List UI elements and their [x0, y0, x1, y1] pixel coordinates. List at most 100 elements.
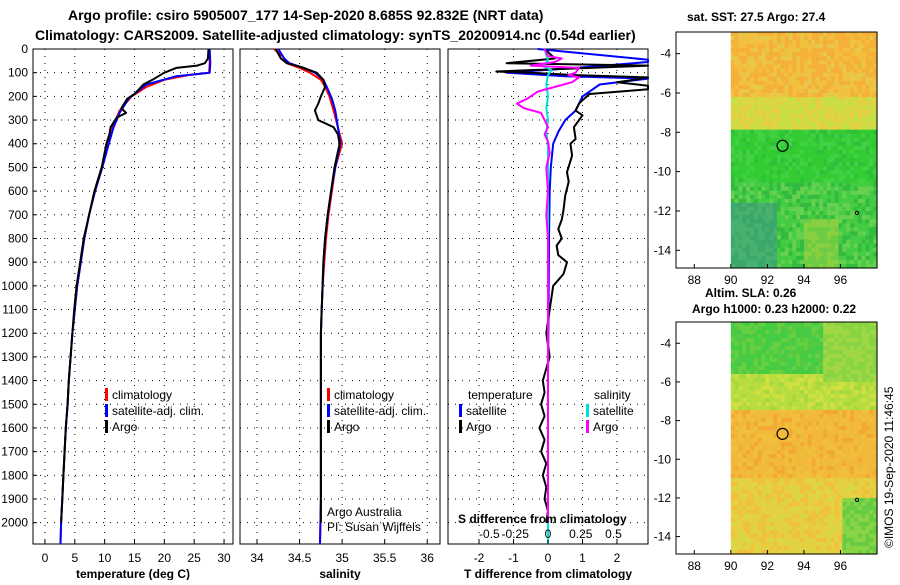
map-cell: [753, 97, 759, 102]
map-cell: [742, 394, 747, 399]
map-cell: [869, 454, 874, 459]
map-cell: [800, 259, 805, 265]
map-cell: [865, 117, 870, 123]
map-cell: [780, 342, 786, 347]
map-cell: [853, 422, 859, 427]
map-cell: [826, 398, 832, 403]
map-cell: [830, 450, 836, 455]
map-cell: [784, 227, 790, 232]
map-cell: [857, 366, 863, 371]
map-cell: [869, 474, 874, 479]
map-cell: [753, 231, 759, 237]
map-cell: [838, 446, 843, 451]
map-cell: [742, 48, 747, 53]
map-cell: [830, 418, 836, 423]
map-cell: [842, 366, 847, 371]
map-cell: [738, 137, 743, 143]
map-cell: [838, 154, 843, 159]
map-cell: [734, 101, 740, 106]
map-cell: [865, 442, 870, 447]
map-cell: [761, 68, 767, 74]
map-cell: [826, 113, 832, 119]
map-cell: [861, 109, 867, 114]
map-cell: [788, 494, 793, 499]
map-cell: [826, 141, 832, 147]
map-cell: [873, 490, 878, 495]
map-cell: [788, 235, 793, 241]
map-cell: [730, 462, 736, 467]
map-cell: [819, 334, 824, 339]
map-cell: [838, 186, 843, 192]
map-cell: [819, 129, 824, 135]
map-cell: [765, 338, 770, 343]
map-cell: [853, 406, 859, 411]
map-cell: [846, 510, 851, 515]
map-cell: [765, 125, 770, 131]
map-cell: [823, 466, 828, 471]
map-cell: [788, 186, 793, 192]
map-cell: [842, 133, 847, 139]
map-cell: [865, 84, 870, 90]
map-cell: [823, 259, 828, 265]
map-cell: [873, 462, 878, 467]
map-cell: [742, 76, 747, 82]
map-cell: [869, 219, 874, 224]
map-cell: [796, 186, 801, 192]
map-cell: [803, 530, 809, 535]
map-cell: [784, 510, 790, 515]
map-cell: [765, 486, 770, 491]
map-cell: [738, 182, 743, 188]
map-cell: [796, 354, 801, 359]
map-cell: [842, 186, 847, 192]
map-cell: [769, 101, 774, 106]
map-cell: [811, 382, 817, 387]
map-cell: [869, 394, 874, 399]
map-cell: [784, 48, 790, 53]
map-cell: [815, 239, 820, 245]
map-cell: [807, 350, 813, 355]
map-cell: [730, 202, 736, 208]
map-cell: [838, 458, 843, 463]
map-cell: [757, 223, 763, 228]
map-cell: [761, 334, 767, 339]
map-cell: [800, 470, 805, 475]
map-cell: [792, 430, 797, 435]
map-cell: [826, 378, 832, 383]
map-cell: [869, 410, 874, 415]
map-cell: [730, 402, 736, 407]
map-cell: [873, 178, 878, 184]
map-cell: [788, 56, 793, 62]
map-cell: [869, 150, 874, 155]
map-cell: [803, 170, 809, 176]
map-cell: [811, 174, 817, 180]
map-cell: [811, 109, 817, 114]
map-cell: [861, 186, 867, 192]
map-cell: [830, 466, 836, 471]
map-cell: [850, 394, 855, 399]
map-cell: [780, 330, 786, 335]
map-cell: [861, 362, 867, 367]
map-cell: [803, 338, 809, 343]
map-cell: [784, 117, 790, 123]
map-cell: [869, 342, 874, 347]
map-cell: [757, 166, 763, 171]
map-cell: [742, 101, 747, 106]
map-cell: [773, 378, 778, 383]
map-cell: [773, 438, 778, 443]
map-cell: [800, 44, 805, 49]
map-cell: [730, 422, 736, 427]
map-cell: [757, 235, 763, 241]
map-cell: [857, 178, 863, 184]
map-cell: [811, 48, 817, 53]
map-cell: [769, 362, 774, 367]
map-cell: [738, 518, 743, 523]
map-cell: [761, 109, 767, 114]
map-cell: [834, 426, 840, 431]
map-cell: [834, 231, 840, 237]
map-cell: [788, 438, 793, 443]
map-cell: [873, 182, 878, 188]
map-cell: [761, 398, 767, 403]
map-cell: [869, 141, 874, 147]
map-cell: [738, 466, 743, 471]
map-cell: [834, 418, 840, 423]
